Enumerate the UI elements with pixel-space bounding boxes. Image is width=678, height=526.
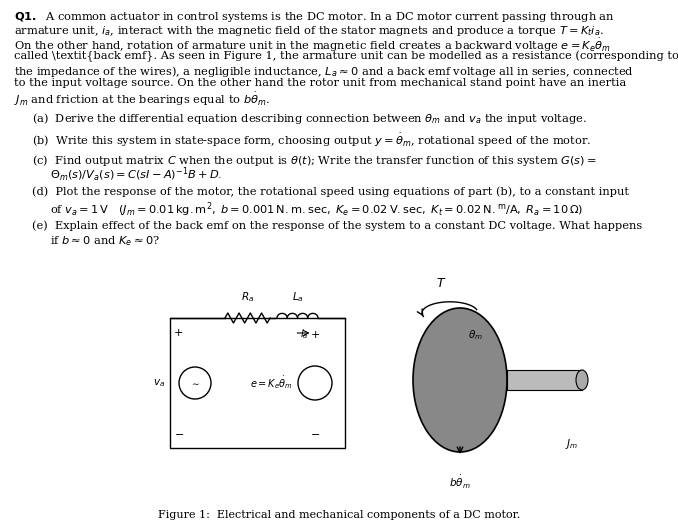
Text: $R_a$: $R_a$ — [241, 290, 254, 304]
Text: +: + — [311, 330, 320, 340]
Text: $\sim$: $\sim$ — [190, 379, 200, 388]
Text: $-$: $-$ — [174, 428, 184, 438]
Text: $\mathbf{Q1.}$  A common actuator in control systems is the DC motor. In a DC mo: $\mathbf{Q1.}$ A common actuator in cont… — [14, 10, 615, 24]
Text: $v_a$: $v_a$ — [153, 377, 165, 389]
Text: Figure 1:  Electrical and mechanical components of a DC motor.: Figure 1: Electrical and mechanical comp… — [158, 510, 520, 520]
Text: if $b \approx 0$ and $K_e \approx 0$?: if $b \approx 0$ and $K_e \approx 0$? — [50, 234, 160, 248]
Text: $T$: $T$ — [436, 277, 447, 290]
Ellipse shape — [413, 308, 507, 452]
Polygon shape — [507, 370, 582, 390]
Text: (c)  Find output matrix $C$ when the output is $\theta(t)$; Write the transfer f: (c) Find output matrix $C$ when the outp… — [32, 153, 597, 167]
Text: to the input voltage source. On the other hand the rotor unit from mechanical st: to the input voltage source. On the othe… — [14, 77, 626, 87]
Text: +: + — [174, 328, 183, 338]
Text: $i_a$: $i_a$ — [300, 327, 308, 341]
Text: called \textit{back emf}. As seen in Figure 1, the armature unit can be modelled: called \textit{back emf}. As seen in Fig… — [14, 50, 678, 62]
Text: of $v_a = 1\,\mathrm{V}$   $(J_m = 0.01\,\mathrm{kg.m}^2,\; b = 0.001\,\mathrm{N: of $v_a = 1\,\mathrm{V}$ $(J_m = 0.01\,\… — [50, 200, 583, 219]
Text: $b\dot{\theta}_m$: $b\dot{\theta}_m$ — [450, 474, 471, 491]
Text: $J_m$ and friction at the bearings equal to $b\dot{\theta}_m$.: $J_m$ and friction at the bearings equal… — [14, 91, 270, 108]
Ellipse shape — [576, 370, 588, 390]
Text: $J_m$: $J_m$ — [565, 437, 578, 451]
Text: $e = K_e\dot{\theta}_m$: $e = K_e\dot{\theta}_m$ — [250, 375, 293, 391]
Text: the impedance of the wires), a negligible inductance, $L_a \approx 0$ and a back: the impedance of the wires), a negligibl… — [14, 64, 634, 79]
Text: $L_a$: $L_a$ — [292, 290, 303, 304]
Text: (d)  Plot the response of the motor, the rotational speed using equations of par: (d) Plot the response of the motor, the … — [32, 187, 629, 197]
Text: $-$: $-$ — [310, 428, 320, 438]
Text: (a)  Derive the differential equation describing connection between $\theta_m$ a: (a) Derive the differential equation des… — [32, 112, 587, 126]
Text: $\Theta_m(s)/V_a(s) = C(sI - A)^{-1}B + D.$: $\Theta_m(s)/V_a(s) = C(sI - A)^{-1}B + … — [50, 166, 222, 184]
Text: (e)  Explain effect of the back emf on the response of the system to a constant : (e) Explain effect of the back emf on th… — [32, 220, 642, 231]
Text: $\theta_m$: $\theta_m$ — [468, 328, 483, 342]
Text: (b)  Write this system in state-space form, choosing output $y = \dot{\theta}_m$: (b) Write this system in state-space for… — [32, 132, 591, 149]
Text: armature unit, $i_a$, interact with the magnetic field of the stator magnets and: armature unit, $i_a$, interact with the … — [14, 24, 604, 37]
Text: On the other hand, rotation of armature unit in the magnetic field creates a bac: On the other hand, rotation of armature … — [14, 37, 611, 54]
